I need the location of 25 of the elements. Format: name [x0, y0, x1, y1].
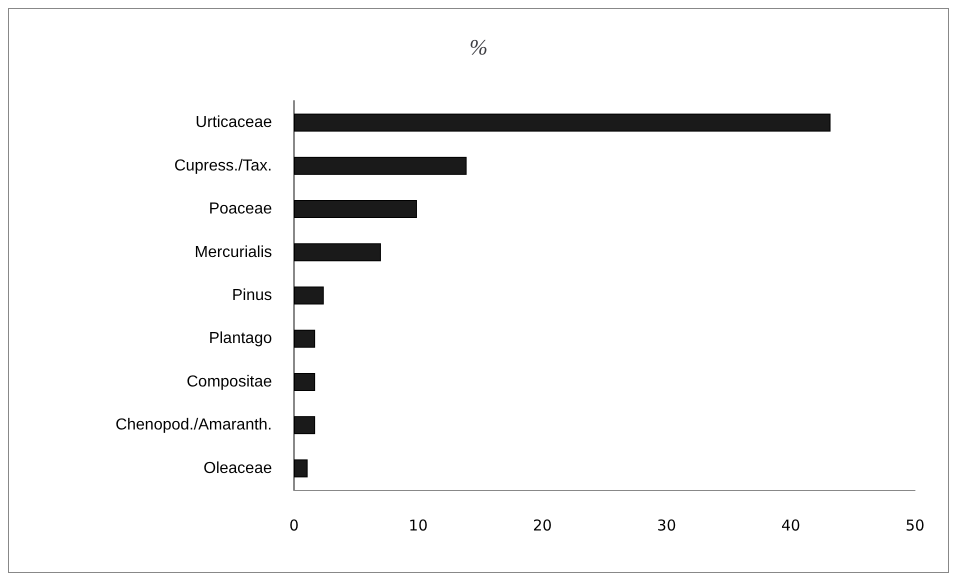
- y-tick-label: Oleaceae: [204, 460, 272, 477]
- y-tick-label: Pinus: [232, 287, 272, 304]
- x-tick-label: 30: [657, 516, 676, 534]
- bar: [294, 200, 417, 218]
- y-tick-label: Mercurialis: [194, 244, 272, 261]
- chart-title: %: [469, 34, 488, 60]
- bar: [294, 286, 324, 304]
- y-tick-label: Plantago: [208, 330, 272, 348]
- bar: [294, 156, 467, 175]
- y-tick-label: Urticaceae: [196, 114, 272, 132]
- bar: [294, 416, 316, 434]
- bar: [294, 243, 381, 262]
- bar: [294, 372, 316, 391]
- y-tick-label: Compositae: [186, 373, 272, 390]
- x-tick-label: 50: [905, 516, 925, 534]
- x-tick-label: 40: [781, 516, 800, 534]
- y-tick-label: Cupress./Tax.: [174, 157, 272, 174]
- y-tick-label: Poaceae: [208, 200, 272, 218]
- x-tick-label: 10: [408, 516, 428, 534]
- bar: [294, 114, 831, 132]
- x-tick-label: 20: [532, 516, 552, 534]
- y-tick-label: Chenopod./Amaranth.: [115, 416, 272, 434]
- x-tick-label: 0: [289, 516, 299, 534]
- bar: [294, 330, 316, 348]
- bar: [294, 459, 308, 478]
